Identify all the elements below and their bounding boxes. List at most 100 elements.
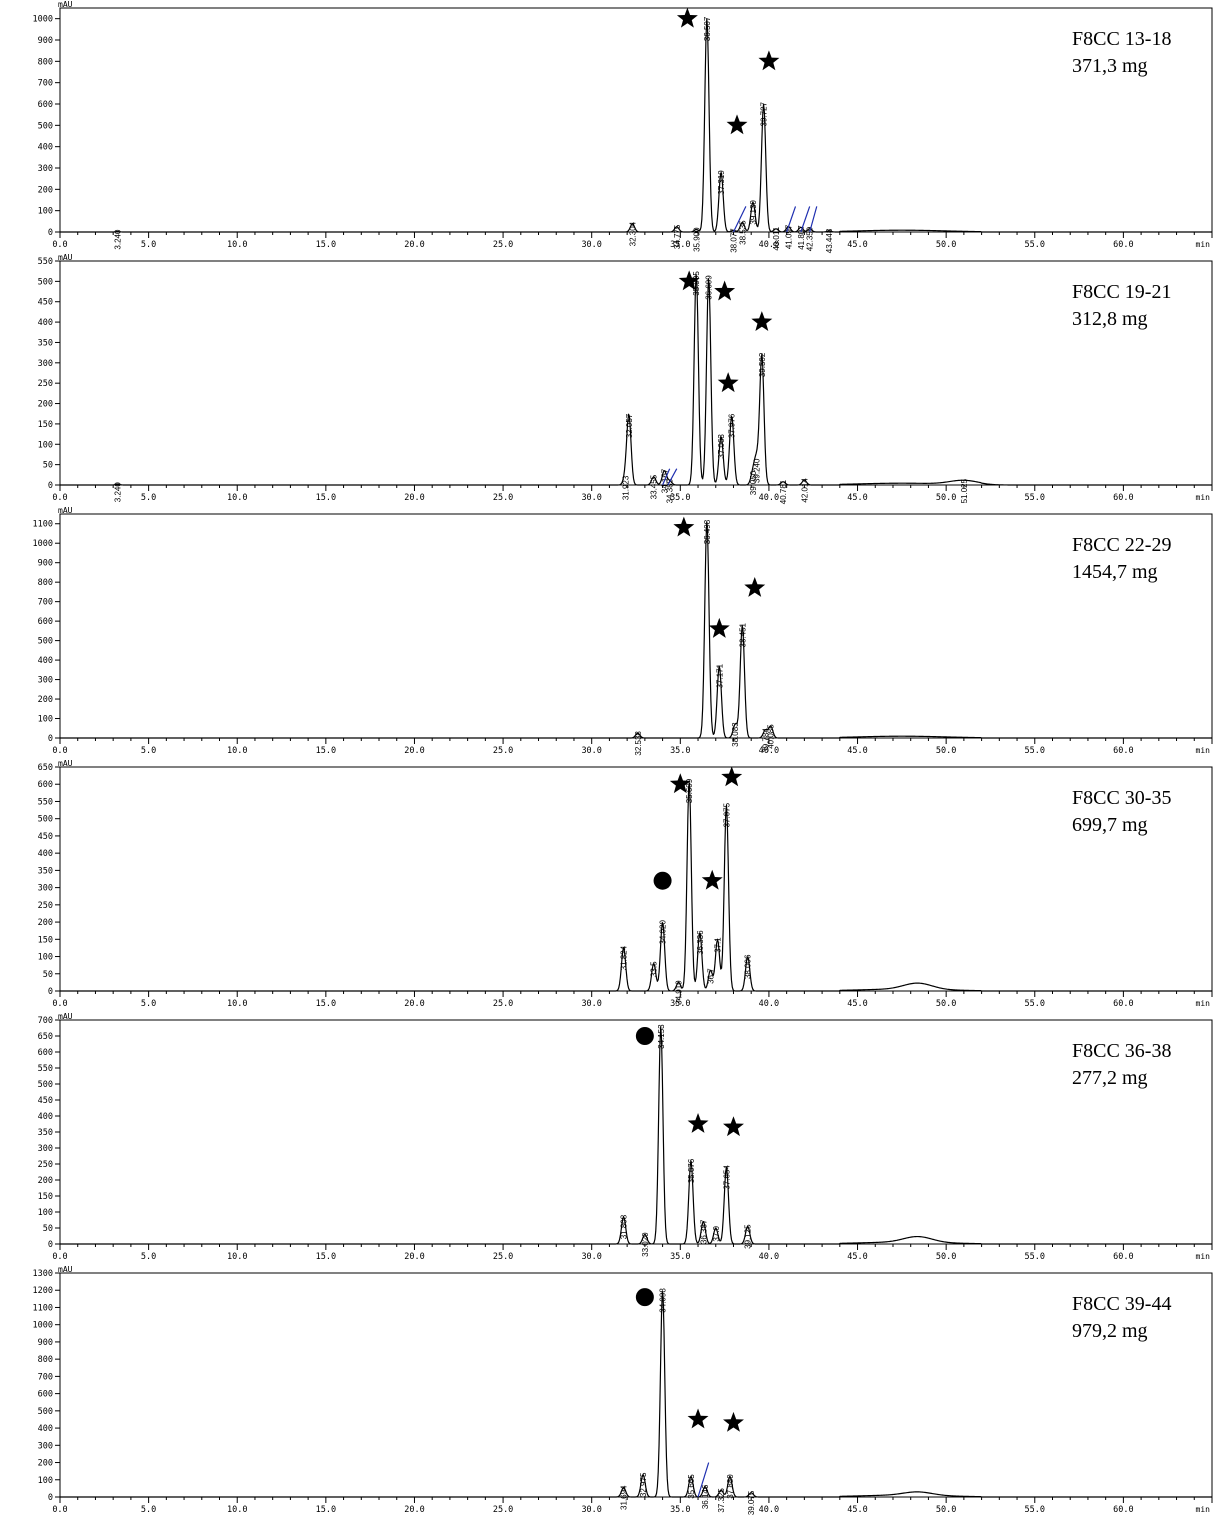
peak-label: 38.535	[738, 220, 747, 245]
y-tick-label: 150	[38, 420, 53, 430]
x-tick-label: 50.0	[936, 746, 956, 756]
y-tick-label: 800	[38, 578, 53, 588]
y-tick-label: 300	[38, 1144, 53, 1154]
y-tick-label: 1000	[33, 15, 53, 25]
x-tick-label: 45.0	[847, 240, 867, 250]
peak-label: 34.020	[659, 920, 668, 945]
y-tick-label: 200	[38, 695, 53, 705]
star-marker-icon	[723, 1411, 744, 1432]
peak-label: 35.609	[685, 778, 694, 803]
peak-label: 37.1	[714, 937, 723, 953]
peak-label: 32.057	[625, 413, 634, 438]
peak-label: 33.5	[650, 961, 659, 977]
y-tick-label: 600	[38, 100, 53, 110]
y-tick-label: 450	[38, 1096, 53, 1106]
star-marker-icon	[726, 114, 748, 135]
plot-frame	[59, 766, 1213, 992]
x-tick-label: 10.0	[227, 1505, 247, 1515]
x-tick-label: 60.0	[1113, 1505, 1133, 1515]
star-marker-icon	[714, 280, 736, 301]
y-tick-label: 900	[38, 1338, 53, 1348]
star-marker-icon	[721, 766, 743, 787]
y-tick-label: 200	[38, 185, 53, 195]
y-tick-label: 550	[38, 257, 53, 267]
integration-baseline	[667, 468, 678, 486]
x-tick-label: 30.0	[581, 493, 601, 503]
y-tick-label: 500	[38, 277, 53, 287]
integration-baseline	[786, 206, 797, 233]
x-tick-label: 55.0	[1025, 746, 1045, 756]
x-tick-label: 35.0	[670, 1505, 690, 1515]
peak-label: 39.502	[758, 352, 767, 377]
x-tick-label: 0.0	[52, 240, 67, 250]
peak-label: 36.498	[703, 519, 712, 544]
x-tick-label: 50.0	[936, 999, 956, 1009]
x-tick-label: 55.0	[1025, 493, 1045, 503]
peak-label: 32.975	[639, 1472, 648, 1497]
peak-label: 31.694	[620, 1485, 629, 1510]
peak-label: 40.781	[779, 479, 788, 504]
y-tick-label: 1300	[33, 1269, 53, 1279]
star-marker-icon	[723, 1116, 744, 1137]
plot-frame	[59, 7, 1213, 233]
y-tick-label: 800	[38, 57, 53, 67]
peak-label: 51.025	[960, 478, 969, 503]
chromatogram-panel-2: mAU 0 100 200 300 400 500 600 700 800 900 1000 1100 0…	[33, 506, 1213, 756]
integration-baseline	[732, 206, 747, 233]
y-tick-label: 500	[38, 121, 53, 131]
x-tick-label: 20.0	[404, 240, 424, 250]
y-tick-label: 650	[38, 1032, 53, 1042]
x-tick-label: 45.0	[847, 999, 867, 1009]
y-tick-label: 300	[38, 676, 53, 686]
peak-label: 39.130	[749, 200, 758, 225]
x-tick-label: 40.0	[759, 1252, 779, 1262]
peak-label: 42.359	[806, 226, 815, 251]
peak-label: 41.097	[784, 224, 793, 249]
star-marker-icon	[744, 577, 766, 597]
x-tick-label: 60.0	[1113, 1252, 1133, 1262]
peak-label: 36.609	[705, 275, 714, 300]
x-axis-unit-label: min	[1196, 999, 1211, 1008]
fraction-title: F8CC 13-18	[1072, 28, 1171, 50]
x-tick-label: 60.0	[1113, 999, 1133, 1009]
peak-label: 40.085	[767, 724, 776, 749]
peak-label: 42.014	[800, 478, 809, 503]
y-axis-unit-label: mAU	[58, 1265, 73, 1274]
star-marker-icon	[676, 7, 698, 28]
x-tick-label: 50.0	[936, 1505, 956, 1515]
y-tick-label: 0	[48, 228, 53, 238]
x-tick-label: 25.0	[493, 1505, 513, 1515]
x-axis-unit-label: min	[1196, 1505, 1211, 1514]
y-tick-label: 550	[38, 1064, 53, 1074]
y-tick-label: 100	[38, 1208, 53, 1218]
x-tick-label: 5.0	[141, 1252, 156, 1262]
x-tick-label: 50.0	[936, 493, 956, 503]
y-tick-label: 0	[48, 1493, 53, 1503]
peak-label: 39.125	[744, 1224, 753, 1249]
x-axis-unit-label: min	[1196, 746, 1211, 755]
star-marker-icon	[673, 516, 695, 537]
peak-label: 31.923	[621, 475, 630, 500]
x-tick-label: 20.0	[404, 746, 424, 756]
x-tick-label: 0.0	[52, 1505, 67, 1515]
y-tick-label: 150	[38, 935, 53, 945]
chromatogram-panel-3: mAU 0 50 100 150 200 250 300 350 400 450 500 550 600 6…	[38, 759, 1213, 1009]
star-marker-icon	[687, 1408, 709, 1429]
x-tick-label: 45.0	[847, 493, 867, 503]
y-tick-label: 350	[38, 866, 53, 876]
x-tick-label: 25.0	[493, 1252, 513, 1262]
y-tick-label: 400	[38, 1112, 53, 1122]
y-tick-label: 600	[38, 1048, 53, 1058]
x-tick-label: 5.0	[141, 493, 156, 503]
x-tick-label: 50.0	[936, 1252, 956, 1262]
peak-label: 34.385	[666, 478, 675, 503]
y-tick-label: 250	[38, 1160, 53, 1170]
fraction-mass: 1454,7 mg	[1072, 561, 1158, 583]
peak-label: 38.006	[744, 954, 753, 979]
y-tick-label: 200	[38, 400, 53, 410]
x-axis-unit-label: min	[1196, 1252, 1211, 1261]
y-tick-label: 550	[38, 797, 53, 807]
peak-label: 39.240	[753, 458, 762, 483]
x-tick-label: 25.0	[493, 746, 513, 756]
